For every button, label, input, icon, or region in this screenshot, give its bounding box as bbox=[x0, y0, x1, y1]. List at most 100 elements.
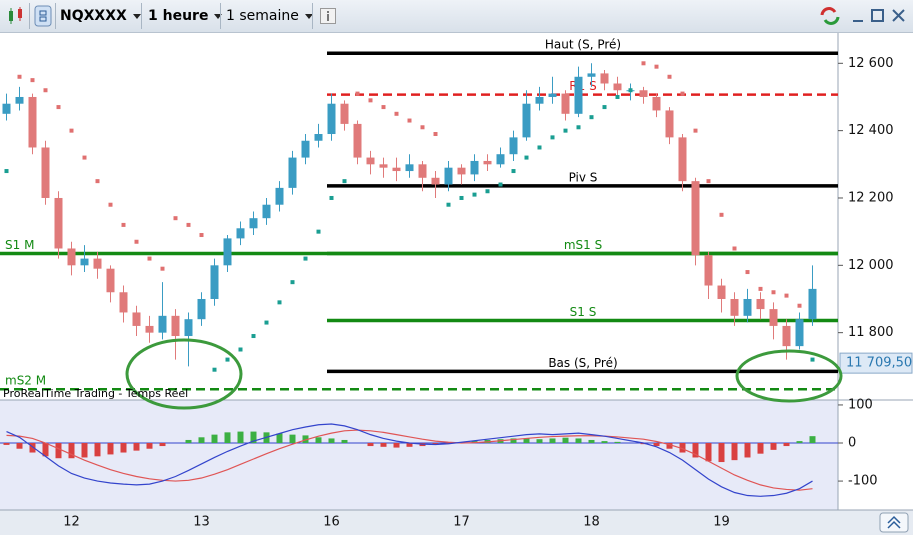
candle-body bbox=[756, 298, 765, 310]
histogram-bar bbox=[315, 437, 322, 444]
histogram-bar bbox=[731, 443, 738, 461]
sar-dot bbox=[212, 367, 217, 372]
candle-body bbox=[691, 181, 700, 256]
histogram-bar bbox=[198, 437, 205, 444]
sar-dot bbox=[121, 222, 126, 227]
level-label: R1 S bbox=[569, 79, 596, 93]
last-price-label: 11 709,50 bbox=[846, 356, 912, 371]
candle-body bbox=[795, 319, 804, 347]
symbol: NQXXXX bbox=[60, 8, 127, 24]
histogram-bar bbox=[185, 439, 192, 444]
histogram-bar bbox=[393, 443, 400, 448]
candle-body bbox=[54, 197, 63, 249]
sar-dot bbox=[628, 88, 633, 93]
candle-body bbox=[639, 90, 648, 97]
sar-dot bbox=[719, 212, 724, 217]
sar-dot bbox=[56, 105, 61, 110]
period-selector[interactable]: 1 semaine bbox=[226, 4, 313, 28]
sar-dot bbox=[797, 303, 802, 308]
sar-dot bbox=[459, 195, 464, 200]
info-button[interactable] bbox=[320, 8, 336, 32]
candle-body bbox=[652, 96, 661, 111]
level-label: S1 M bbox=[5, 238, 34, 252]
timeframe-selector[interactable]: 1 heure bbox=[148, 4, 223, 28]
candle-body bbox=[275, 187, 284, 205]
candle-body bbox=[509, 137, 518, 155]
histogram-bar bbox=[133, 443, 140, 451]
sar-dot bbox=[680, 91, 685, 96]
sar-dot bbox=[147, 256, 152, 261]
highlight-ellipse bbox=[735, 349, 843, 403]
candle-body bbox=[106, 268, 115, 293]
histogram-bar bbox=[42, 443, 49, 457]
histogram-bar bbox=[146, 443, 153, 449]
sar-dot bbox=[82, 155, 87, 160]
chart-type-icon[interactable] bbox=[6, 6, 26, 30]
histogram-bar bbox=[237, 431, 244, 444]
histogram-bar bbox=[55, 443, 62, 459]
candle-body bbox=[67, 248, 76, 266]
highlight-ellipse bbox=[125, 338, 243, 410]
candle-body bbox=[327, 103, 336, 135]
level-label: mS2 M bbox=[5, 374, 46, 388]
candle-body bbox=[197, 298, 206, 320]
refresh-button[interactable] bbox=[818, 5, 842, 29]
sar-dot bbox=[134, 239, 139, 244]
candle-body bbox=[158, 315, 167, 333]
sar-dot bbox=[667, 74, 672, 79]
candle-body bbox=[574, 76, 583, 114]
scroll-icon bbox=[887, 515, 901, 529]
y-tick-label: 12 200 bbox=[848, 190, 894, 205]
sar-dot bbox=[485, 189, 490, 194]
x-tick-label: 16 bbox=[323, 515, 340, 530]
candle-body bbox=[730, 298, 739, 316]
sar-dot bbox=[30, 78, 35, 83]
candle-body bbox=[184, 319, 193, 337]
histogram-bar bbox=[16, 443, 23, 449]
histogram-bar bbox=[692, 443, 699, 458]
sar-dot bbox=[654, 64, 659, 69]
sar-dot bbox=[706, 179, 711, 184]
separator bbox=[55, 3, 56, 29]
candle-body bbox=[470, 160, 479, 175]
sar-dot bbox=[264, 320, 269, 325]
candle-body bbox=[431, 177, 440, 185]
y-tick-label: 12 400 bbox=[848, 123, 894, 138]
histogram-bar bbox=[705, 443, 712, 462]
histogram-bar bbox=[588, 439, 595, 444]
sar-dot bbox=[316, 229, 321, 234]
separator bbox=[312, 3, 313, 29]
candle-body bbox=[561, 93, 570, 114]
candle-body bbox=[392, 167, 401, 172]
x-tick-label: 13 bbox=[193, 515, 210, 530]
histogram-bar bbox=[796, 441, 803, 444]
candle-body bbox=[288, 157, 297, 188]
histogram-bar bbox=[94, 443, 101, 457]
sar-dot bbox=[277, 300, 282, 305]
sar-dot bbox=[420, 125, 425, 130]
sar-dot bbox=[784, 293, 789, 298]
candle-body bbox=[704, 255, 713, 286]
sar-dot bbox=[758, 286, 763, 291]
histogram-bar bbox=[3, 443, 10, 445]
candle-body bbox=[535, 96, 544, 104]
toolbar: NQXXXX 1 heure 1 semaine bbox=[0, 0, 913, 33]
window-controls[interactable] bbox=[850, 8, 910, 32]
candle-body bbox=[483, 160, 492, 165]
histogram-bar bbox=[575, 438, 582, 444]
histogram-bar bbox=[81, 443, 88, 458]
sar-dot bbox=[537, 145, 542, 150]
histogram-bar bbox=[601, 441, 608, 444]
candle-body bbox=[717, 285, 726, 299]
histogram-bar bbox=[406, 443, 413, 447]
sar-dot bbox=[238, 347, 243, 352]
sar-dot bbox=[342, 179, 347, 184]
candle-body bbox=[145, 325, 154, 333]
symbol-selector[interactable]: NQXXXX bbox=[60, 4, 141, 28]
link-icon[interactable] bbox=[34, 5, 52, 29]
candle-body bbox=[587, 73, 596, 77]
candle-body bbox=[132, 312, 141, 326]
candle-body bbox=[678, 137, 687, 182]
y-tick-label: 12 000 bbox=[848, 258, 894, 273]
last-price-box bbox=[839, 352, 913, 374]
